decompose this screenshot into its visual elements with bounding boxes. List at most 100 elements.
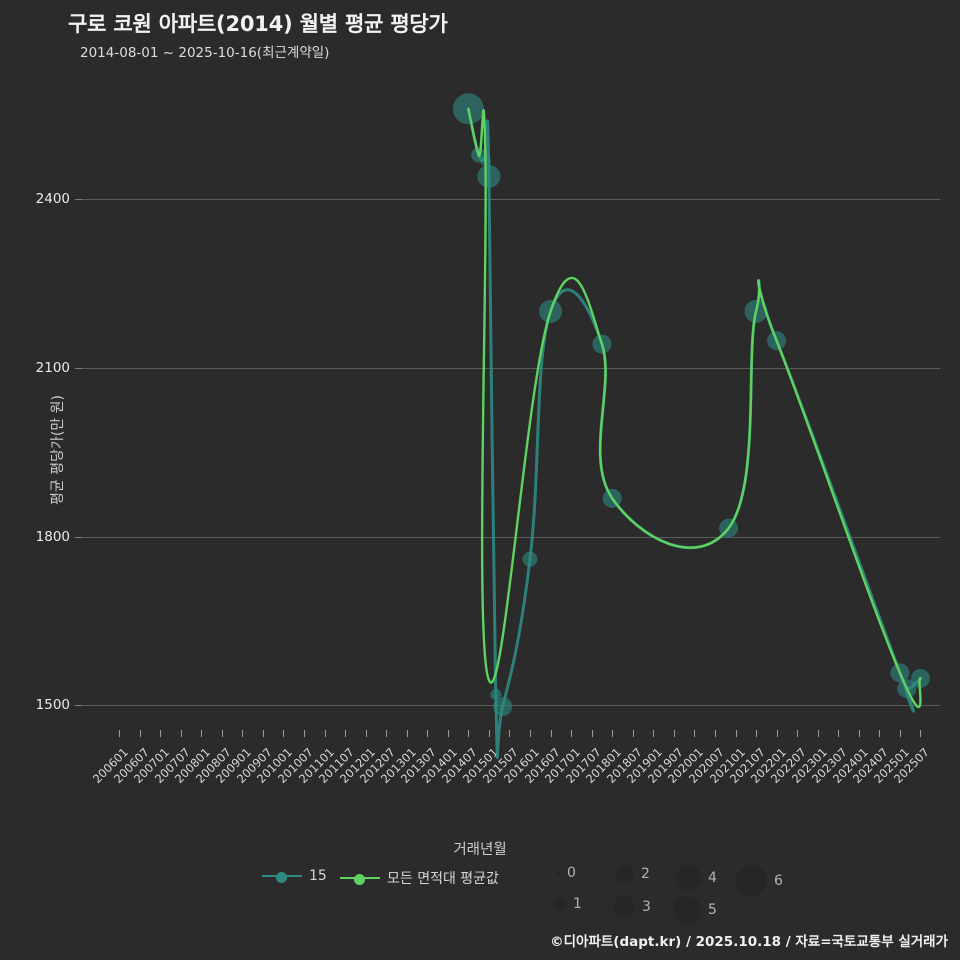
size-legend-label: 3 (642, 899, 651, 915)
x-tick-mark (324, 730, 326, 737)
legend-marker-icon (262, 869, 302, 883)
gridline (82, 705, 940, 707)
x-tick-mark (160, 730, 162, 737)
x-tick-mark (468, 730, 470, 737)
x-tick-mark (776, 730, 778, 737)
size-legend-label: 0 (567, 865, 576, 881)
x-tick-mark (262, 730, 264, 737)
data-point-bubble (897, 679, 917, 699)
series-line (466, 107, 922, 760)
x-tick-mark (386, 730, 388, 737)
data-point-bubble (522, 551, 538, 567)
data-point-bubble (767, 331, 787, 351)
x-tick-mark (714, 730, 716, 737)
y-tick-mark (75, 198, 82, 200)
size-legend-label: 1 (573, 896, 582, 912)
x-tick-mark (879, 730, 881, 737)
x-tick-mark (509, 730, 511, 737)
size-legend-item: 0 (556, 865, 576, 881)
y-tick-mark (75, 536, 82, 538)
y-tick-label: 1500 (35, 697, 70, 714)
x-tick-mark (571, 730, 573, 737)
y-tick-label: 1800 (35, 528, 70, 545)
legend-item[interactable]: 15 (262, 868, 327, 884)
x-tick-mark (756, 730, 758, 737)
x-tick-mark (899, 730, 901, 737)
x-tick-mark (139, 730, 141, 737)
x-tick-mark (119, 730, 120, 737)
data-point-bubble (477, 164, 501, 188)
legend-marker-icon (340, 871, 380, 885)
data-point-bubble (493, 697, 513, 717)
x-tick-mark (283, 730, 285, 737)
x-tick-mark (632, 730, 634, 737)
x-tick-mark (201, 730, 203, 737)
data-point-bubble (910, 668, 930, 688)
x-tick-mark (817, 730, 819, 737)
x-tick-mark (221, 730, 223, 737)
data-point-bubble (602, 488, 622, 508)
data-point-bubble (490, 688, 502, 700)
legend-label: 15 (309, 868, 327, 884)
x-tick-mark (180, 730, 182, 737)
page-title: 구로 코원 아파트(2014) 월별 평균 평당가 (68, 12, 448, 36)
gridline (82, 367, 940, 369)
y-axis-title: 평균 평당가(만 원) (49, 395, 66, 505)
size-legend-bubble-icon (673, 896, 701, 924)
page-subtitle: 2014-08-01 ~ 2025-10-16(최근계약일) (80, 45, 330, 61)
x-tick-mark (550, 730, 552, 737)
size-legend-bubble-icon (676, 865, 701, 890)
x-tick-mark (838, 730, 840, 737)
data-point-bubble (719, 518, 739, 538)
data-point-bubble (744, 299, 768, 323)
x-tick-mark (242, 730, 244, 737)
size-legend-bubble-icon (553, 897, 566, 911)
y-tick-mark (75, 367, 82, 369)
data-point-bubble (890, 663, 910, 683)
data-point-bubble (452, 93, 484, 125)
x-tick-mark (365, 730, 367, 737)
x-tick-mark (303, 730, 305, 737)
x-tick-mark (345, 730, 347, 737)
legend-item[interactable]: 모든 면적대 평균값 (340, 868, 499, 888)
x-tick-mark (858, 730, 860, 737)
x-tick-mark (673, 730, 675, 737)
x-tick-mark (612, 730, 614, 737)
x-tick-mark (447, 730, 449, 737)
size-legend-label: 2 (641, 866, 650, 882)
data-point-bubble (471, 147, 487, 163)
size-legend-item: 2 (616, 865, 650, 883)
size-legend-label: 6 (774, 872, 783, 889)
size-legend-bubble-icon (556, 871, 560, 875)
size-legend-item: 3 (613, 896, 651, 918)
legend-label: 모든 면적대 평균값 (387, 871, 499, 887)
x-tick-mark (694, 730, 696, 737)
size-legend-bubble-icon (736, 865, 767, 896)
x-tick-mark (735, 730, 737, 737)
gridline (82, 536, 940, 538)
data-point-bubble (539, 299, 563, 323)
x-tick-mark (488, 730, 490, 737)
x-tick-mark (653, 730, 655, 737)
size-legend-label: 4 (708, 869, 717, 886)
x-tick-mark (591, 730, 593, 737)
size-legend-item: 5 (673, 896, 717, 924)
y-tick-mark (75, 705, 82, 707)
data-point-bubble (592, 334, 612, 354)
gridline (82, 198, 940, 200)
size-legend-bubble-icon (616, 865, 634, 883)
x-tick-mark (406, 730, 408, 737)
x-tick-mark (797, 730, 799, 737)
size-legend-item: 1 (553, 896, 582, 912)
x-tick-mark (920, 730, 922, 737)
size-legend-label: 5 (708, 902, 717, 918)
chart-legend: 15 모든 면적대 평균값 (0, 862, 960, 924)
data-point-bubble (479, 155, 491, 167)
size-legend-item: 6 (736, 865, 783, 896)
x-axis-title: 거래년월 (453, 842, 507, 858)
footer-credit: ©디아파트(dapt.kr) / 2025.10.18 / 자료=국토교통부 실… (550, 934, 948, 950)
y-tick-label: 2100 (35, 359, 70, 376)
bubble-size-legend: 0 1 2 3 4 5 6 (553, 862, 806, 924)
